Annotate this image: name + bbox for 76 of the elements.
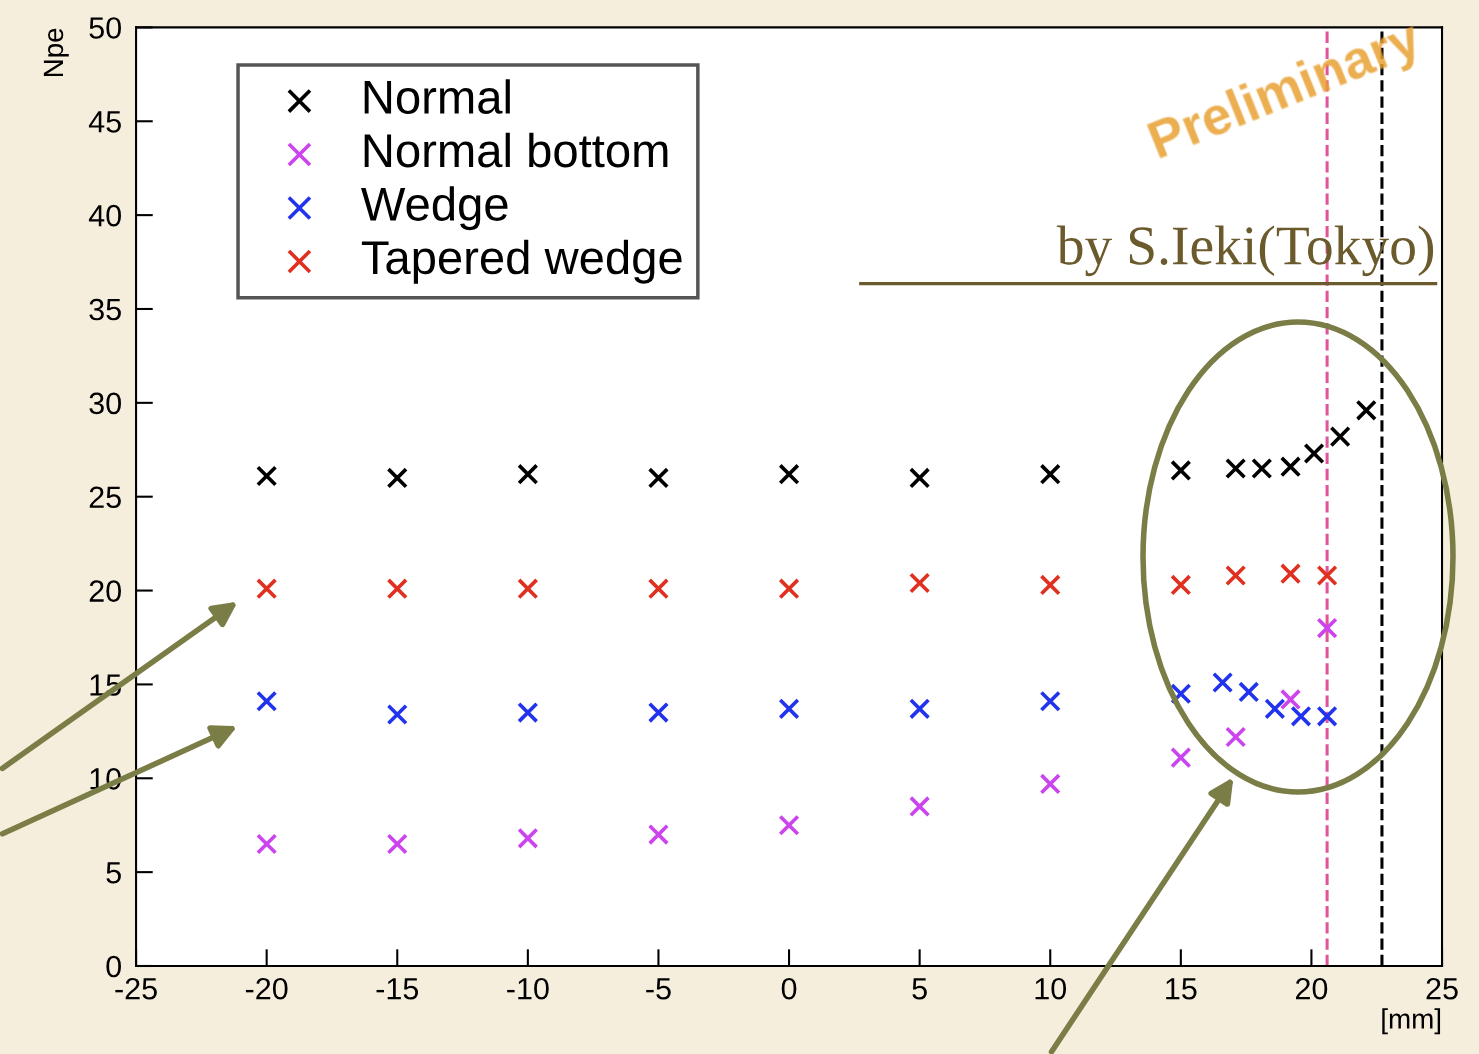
x-axis-title: [mm] bbox=[1382, 1008, 1441, 1035]
point bbox=[1264, 698, 1286, 720]
point bbox=[909, 467, 931, 489]
point bbox=[778, 578, 800, 600]
point bbox=[1039, 574, 1061, 596]
point bbox=[256, 465, 278, 487]
point bbox=[1225, 726, 1247, 748]
point bbox=[386, 467, 408, 489]
point bbox=[647, 823, 670, 846]
y-tick-label: 45 bbox=[88, 111, 121, 133]
point bbox=[1039, 463, 1061, 485]
legend-label: Normal bottom bbox=[364, 132, 668, 168]
point bbox=[1225, 457, 1247, 480]
point bbox=[1170, 459, 1192, 482]
point bbox=[256, 690, 278, 712]
y-tick-label: 35 bbox=[89, 298, 121, 321]
y-tick-label: 25 bbox=[89, 486, 121, 509]
x-tick-label: -5 bbox=[646, 978, 671, 1000]
point bbox=[778, 463, 800, 485]
point bbox=[1251, 457, 1273, 480]
x-tick-label: 10 bbox=[1035, 977, 1067, 1000]
point bbox=[909, 572, 931, 594]
point bbox=[386, 703, 408, 726]
point bbox=[909, 698, 931, 720]
point bbox=[1170, 683, 1192, 705]
y-axis-title: Npe bbox=[43, 28, 69, 77]
x-tick-label: 25 bbox=[1426, 977, 1458, 1000]
y-tick-label: 5 bbox=[106, 862, 121, 884]
y-tick-label: 20 bbox=[89, 580, 121, 602]
point bbox=[1212, 671, 1234, 694]
point bbox=[517, 578, 539, 600]
point bbox=[1316, 617, 1338, 639]
legend-label: Wedge bbox=[361, 186, 508, 231]
point bbox=[256, 833, 278, 855]
legend-label: Normal bbox=[364, 79, 510, 114]
y-tick-label: 40 bbox=[88, 204, 121, 227]
point bbox=[1279, 456, 1302, 478]
point bbox=[1279, 688, 1302, 711]
x-tick-label: -25 bbox=[115, 977, 157, 1000]
point bbox=[386, 578, 408, 600]
point bbox=[386, 833, 408, 855]
point bbox=[1225, 564, 1247, 587]
annotation: by S.Ieki(Tokyo) bbox=[1056, 225, 1434, 277]
point bbox=[1279, 563, 1302, 585]
y-tick-label: 30 bbox=[89, 392, 121, 415]
point bbox=[1039, 690, 1061, 712]
point bbox=[647, 467, 670, 489]
point bbox=[647, 578, 670, 600]
point bbox=[517, 463, 539, 485]
x-tick-label: 20 bbox=[1295, 977, 1328, 1000]
y-tick-label: 50 bbox=[89, 17, 121, 39]
point bbox=[1329, 426, 1351, 448]
point bbox=[1355, 399, 1377, 421]
point bbox=[1316, 705, 1338, 727]
x-tick-label: -10 bbox=[507, 977, 549, 1000]
point bbox=[1039, 773, 1061, 795]
point bbox=[778, 698, 800, 720]
x-tick-label: -20 bbox=[245, 977, 288, 1000]
point bbox=[256, 578, 278, 600]
point bbox=[1316, 564, 1338, 587]
point bbox=[909, 795, 931, 818]
x-tick-label: 0 bbox=[781, 977, 797, 1000]
x-tick-label: -15 bbox=[376, 978, 419, 1000]
x-tick-label: 5 bbox=[912, 978, 927, 1000]
point bbox=[517, 701, 539, 724]
point bbox=[1170, 747, 1192, 769]
point bbox=[1170, 574, 1192, 596]
point bbox=[1238, 681, 1260, 703]
x-tick-label: 15 bbox=[1166, 978, 1197, 1000]
point bbox=[1290, 705, 1312, 727]
point bbox=[1303, 442, 1325, 465]
point bbox=[778, 814, 800, 836]
point bbox=[647, 701, 670, 724]
legend-label: Tapered wedge bbox=[361, 239, 682, 284]
y-tick-label: 0 bbox=[106, 955, 121, 978]
point bbox=[517, 827, 539, 849]
